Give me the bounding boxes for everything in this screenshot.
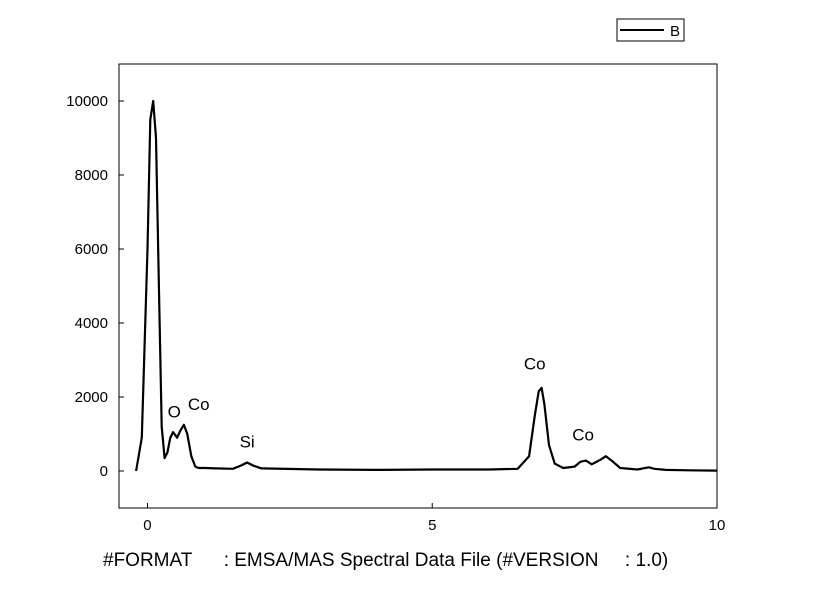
y-tick-label: 6000 <box>75 241 108 258</box>
axis-layer: 0 5 10 0 2000 4000 6000 8000 10000 <box>66 93 725 534</box>
plot-frame <box>118 63 718 509</box>
peak-label: Co <box>524 354 546 373</box>
peak-label: O <box>168 402 181 421</box>
y-tick-label: 8000 <box>75 167 108 184</box>
annotation-layer: O Co Si Co Co <box>168 354 594 451</box>
x-tick-label: 0 <box>143 517 151 534</box>
peak-label: Si <box>240 433 255 452</box>
y-tick-label: 10000 <box>66 93 108 110</box>
peak-label: Co <box>188 395 210 414</box>
y-tick-label: 2000 <box>75 389 108 406</box>
series-line-B <box>135 99 718 472</box>
legend-label: B <box>670 23 680 40</box>
x-axis-label: #FORMAT : EMSA/MAS Spectral Data File (#… <box>103 550 668 571</box>
x-tick-label: 10 <box>709 517 726 534</box>
y-tick-label: 4000 <box>75 315 108 332</box>
series-layer <box>135 99 718 472</box>
y-tick-label: 0 <box>100 463 108 480</box>
x-tick-label: 5 <box>428 517 436 534</box>
peak-label: Co <box>572 425 594 444</box>
